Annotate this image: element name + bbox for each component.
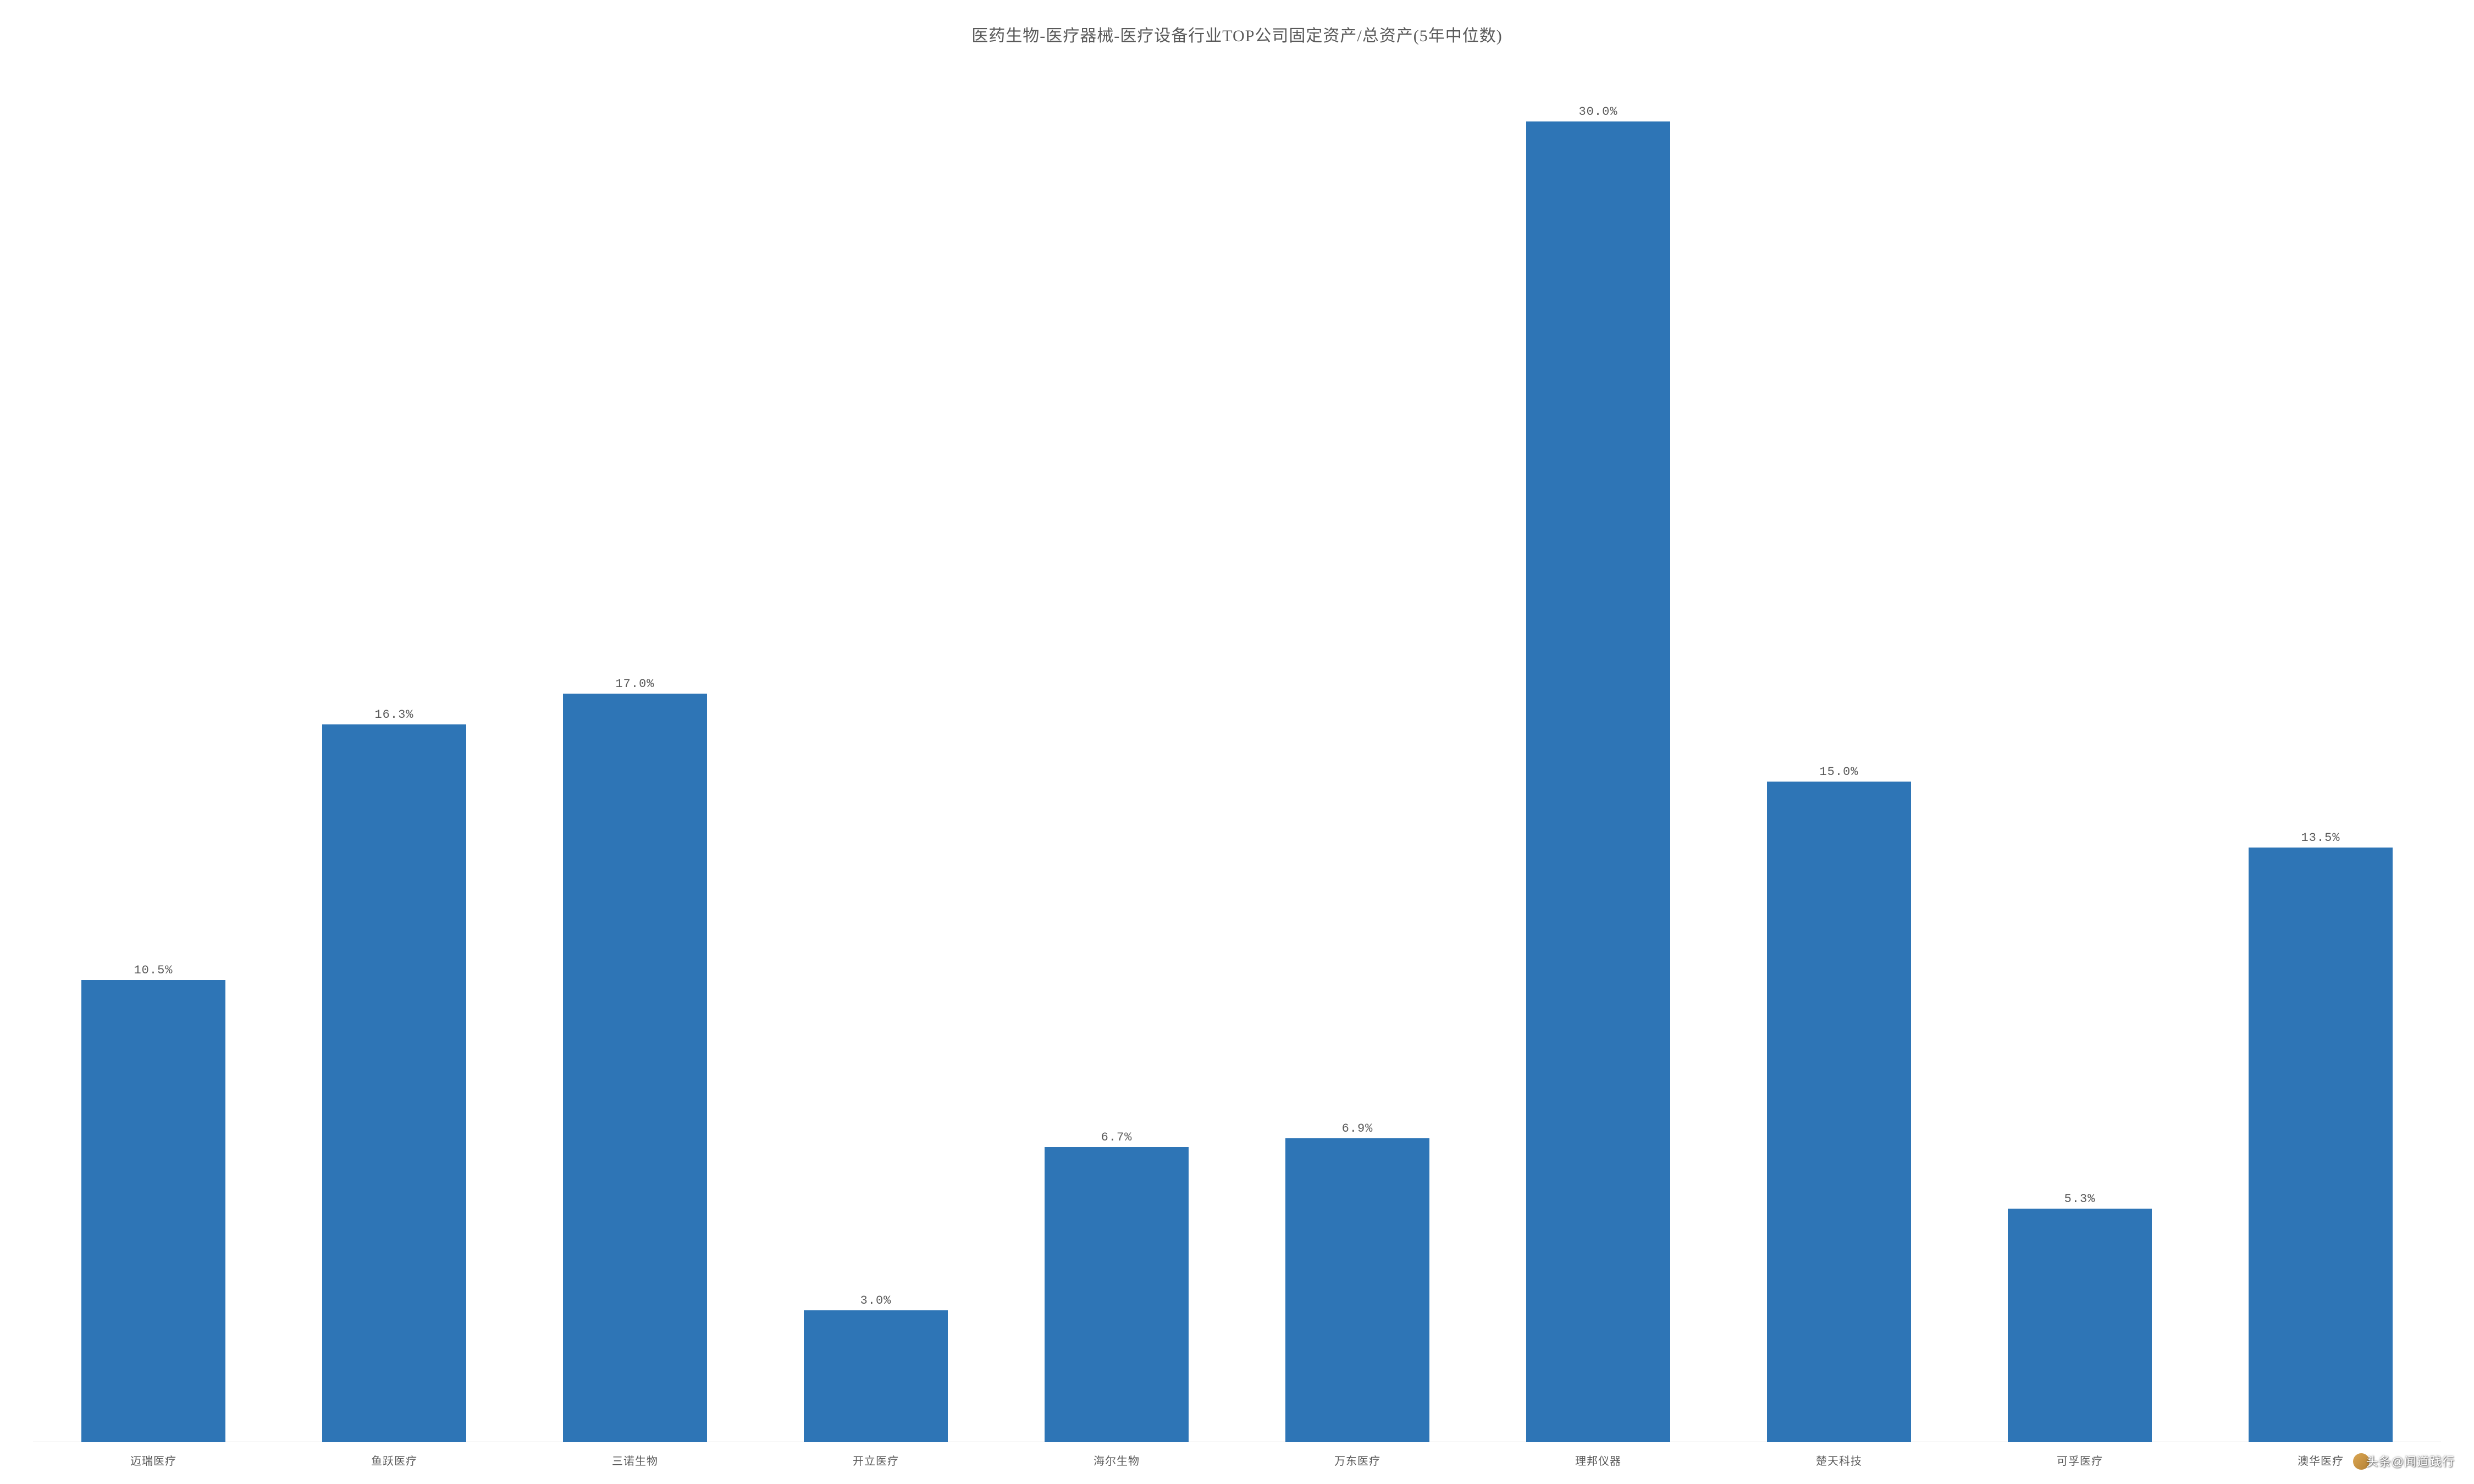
bar-5: 6.9% <box>1285 1138 1430 1442</box>
bar-value-label: 10.5% <box>134 964 173 977</box>
bar-slot: 30.0% <box>1478 52 1719 1442</box>
x-label: 万东医疗 <box>1237 1452 1478 1468</box>
bar-7: 15.0% <box>1767 782 1912 1442</box>
chart-title: 医药生物-医疗器械-医疗设备行业TOP公司固定资产/总资产(5年中位数) <box>33 22 2441 46</box>
x-axis-labels: 迈瑞医疗 鱼跃医疗 三诺生物 开立医疗 海尔生物 万东医疗 理邦仪器 楚天科技 … <box>33 1452 2441 1468</box>
bar-value-label: 6.7% <box>1101 1131 1133 1144</box>
bar-4: 6.7% <box>1045 1147 1189 1442</box>
bar-slot: 10.5% <box>33 52 274 1442</box>
x-label: 可孚医疗 <box>1959 1452 2200 1468</box>
bar-8: 5.3% <box>2008 1209 2152 1442</box>
x-label: 鱼跃医疗 <box>274 1452 515 1468</box>
bar-value-label: 15.0% <box>1819 765 1858 779</box>
x-label: 理邦仪器 <box>1478 1452 1719 1468</box>
bar-1: 16.3% <box>322 724 467 1442</box>
bar-slot: 15.0% <box>1719 52 1959 1442</box>
bar-slot: 5.3% <box>1959 52 2200 1442</box>
bar-value-label: 5.3% <box>2064 1192 2096 1206</box>
x-label: 海尔生物 <box>996 1452 1237 1468</box>
bar-slot: 3.0% <box>755 52 996 1442</box>
bars-row: 10.5% 16.3% 17.0% 3.0% 6.7% 6.9% 30.0% 1… <box>33 52 2441 1442</box>
watermark-handle: @闻道践行 <box>2392 1455 2455 1469</box>
bar-value-label: 17.0% <box>615 677 654 691</box>
bar-9: 13.5% <box>2249 848 2393 1442</box>
bar-value-label: 6.9% <box>1342 1122 1373 1136</box>
watermark-text: 头条@闻道践行 <box>2366 1452 2455 1470</box>
bar-0: 10.5% <box>81 980 226 1442</box>
bar-value-label: 3.0% <box>860 1294 892 1308</box>
x-label: 楚天科技 <box>1719 1452 1959 1468</box>
bar-2: 17.0% <box>563 694 708 1442</box>
chart-container: 医药生物-医疗器械-医疗设备行业TOP公司固定资产/总资产(5年中位数) 10.… <box>0 0 2474 1484</box>
x-label: 迈瑞医疗 <box>33 1452 274 1468</box>
bar-value-label: 16.3% <box>374 708 413 722</box>
bar-6: 30.0% <box>1526 121 1671 1443</box>
bar-3: 3.0% <box>804 1310 948 1442</box>
bar-value-label: 30.0% <box>1578 105 1617 119</box>
x-label: 三诺生物 <box>515 1452 755 1468</box>
watermark-prefix: 头条 <box>2366 1455 2392 1469</box>
bar-slot: 17.0% <box>515 52 755 1442</box>
bar-slot: 6.7% <box>996 52 1237 1442</box>
plot-area: 10.5% 16.3% 17.0% 3.0% 6.7% 6.9% 30.0% 1… <box>33 52 2441 1442</box>
x-label: 开立医疗 <box>755 1452 996 1468</box>
bar-slot: 16.3% <box>274 52 515 1442</box>
bar-value-label: 13.5% <box>2301 831 2340 845</box>
bar-slot: 13.5% <box>2200 52 2441 1442</box>
bar-slot: 6.9% <box>1237 52 1478 1442</box>
